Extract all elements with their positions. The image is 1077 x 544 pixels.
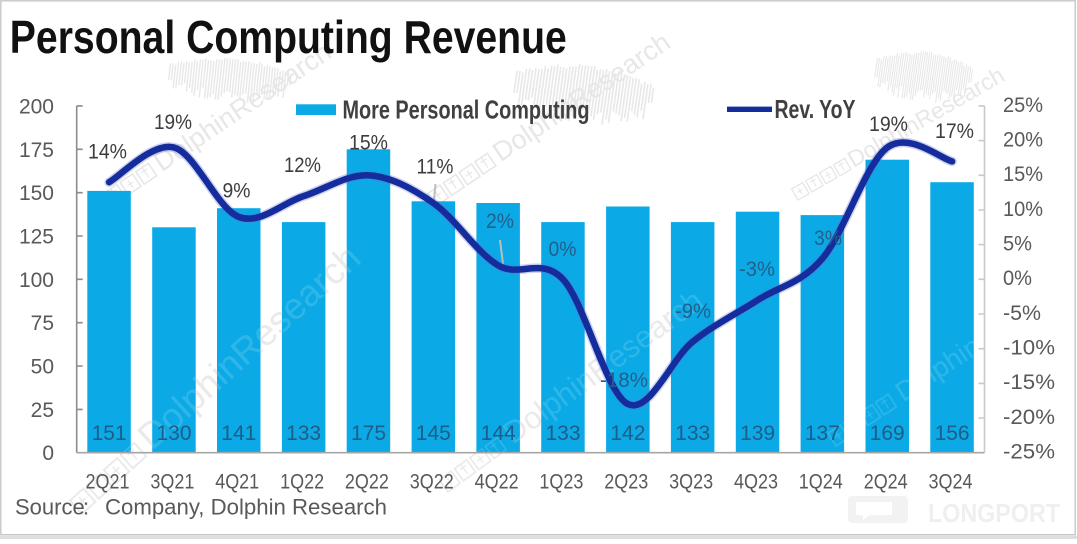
svg-text:10%: 10% (1003, 198, 1043, 221)
svg-text:144: 144 (481, 422, 516, 445)
svg-text:125: 125 (19, 226, 54, 249)
svg-text:100: 100 (19, 269, 54, 292)
svg-text:-25%: -25% (1003, 441, 1055, 464)
svg-text:200: 200 (19, 95, 54, 118)
svg-text:5%: 5% (1003, 233, 1032, 256)
svg-text:-9%: -9% (675, 300, 711, 323)
svg-text:-3%: -3% (739, 258, 775, 281)
svg-text:-5%: -5% (1003, 302, 1041, 325)
svg-text:Company, Dolphin Research: Company, Dolphin Research (105, 495, 387, 520)
svg-text:20%: 20% (1003, 129, 1043, 152)
svg-text:3Q24: 3Q24 (929, 470, 973, 493)
svg-text:3Q22: 3Q22 (410, 470, 454, 493)
svg-text:137: 137 (805, 422, 840, 445)
svg-text:4Q21: 4Q21 (215, 470, 259, 493)
svg-text:Rev. YoY: Rev. YoY (775, 94, 856, 124)
svg-text:1Q23: 1Q23 (539, 470, 583, 493)
svg-text:19%: 19% (154, 111, 192, 134)
svg-text:151: 151 (92, 422, 127, 445)
svg-text:25%: 25% (1003, 94, 1043, 117)
svg-text:133: 133 (545, 422, 580, 445)
svg-text:-10%: -10% (1003, 337, 1055, 360)
svg-text:Source: Source (15, 495, 85, 520)
svg-text:3Q23: 3Q23 (669, 470, 713, 493)
svg-text:11%: 11% (417, 156, 454, 179)
svg-text:50: 50 (31, 356, 54, 379)
svg-text:2Q22: 2Q22 (345, 470, 389, 493)
svg-text:175: 175 (351, 422, 386, 445)
svg-text:130: 130 (156, 422, 191, 445)
svg-text:0%: 0% (1003, 267, 1032, 290)
svg-text:141: 141 (221, 422, 256, 445)
svg-text:139: 139 (740, 422, 775, 445)
svg-text:9%: 9% (223, 180, 251, 203)
svg-text:17%: 17% (935, 120, 974, 143)
svg-text:15%: 15% (349, 132, 388, 155)
svg-text:12%: 12% (284, 154, 321, 177)
svg-text:-15%: -15% (1003, 371, 1055, 394)
svg-text:14%: 14% (88, 141, 127, 164)
svg-text:145: 145 (416, 422, 451, 445)
svg-text:4Q22: 4Q22 (475, 470, 519, 493)
svg-text:133: 133 (286, 422, 321, 445)
svg-text:3%: 3% (814, 227, 842, 250)
svg-text:175: 175 (19, 139, 54, 162)
svg-text:133: 133 (675, 422, 710, 445)
svg-text:1Q24: 1Q24 (799, 470, 843, 493)
svg-text:2Q23: 2Q23 (604, 470, 648, 493)
svg-text:2%: 2% (486, 210, 514, 233)
svg-text:0%: 0% (549, 238, 577, 261)
svg-text:156: 156 (935, 422, 970, 445)
svg-text:4Q23: 4Q23 (734, 470, 778, 493)
svg-text:75: 75 (31, 312, 54, 335)
svg-text:Personal Computing Revenue: Personal Computing Revenue (10, 11, 567, 63)
svg-text:142: 142 (610, 422, 645, 445)
svg-text:More Personal Computing: More Personal Computing (343, 95, 590, 125)
svg-text::: : (83, 495, 89, 520)
svg-text:-18%: -18% (600, 369, 648, 392)
svg-text:LONGPORT: LONGPORT (928, 498, 1060, 528)
svg-text:3Q21: 3Q21 (150, 470, 194, 493)
svg-text:2Q21: 2Q21 (86, 470, 130, 493)
svg-text:19%: 19% (869, 113, 908, 136)
svg-text:169: 169 (870, 422, 905, 445)
svg-text:0: 0 (42, 442, 54, 465)
svg-text:2Q24: 2Q24 (864, 470, 908, 493)
svg-text:25: 25 (31, 399, 54, 422)
svg-text:150: 150 (19, 182, 54, 205)
svg-text:-20%: -20% (1003, 406, 1055, 429)
svg-text:15%: 15% (1003, 163, 1043, 186)
svg-text:1Q22: 1Q22 (280, 470, 324, 493)
